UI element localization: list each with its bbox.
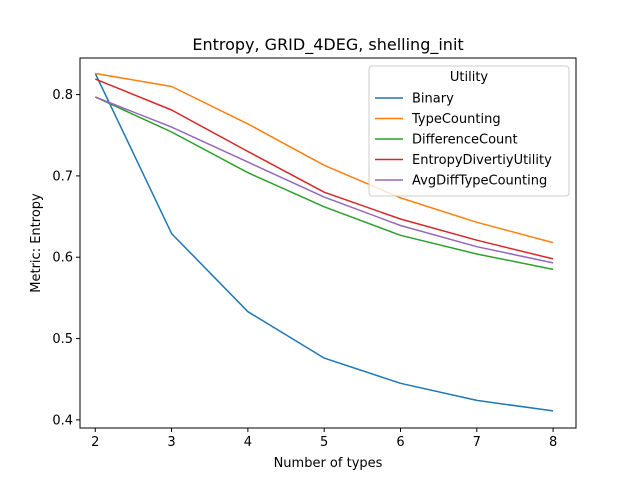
series-line-3 <box>95 78 554 260</box>
y-tick-label: 0.7 <box>52 169 73 184</box>
legend-label-2: DifferenceCount <box>412 133 518 148</box>
y-axis-label: Metric: Entropy <box>29 193 44 293</box>
x-tick-label: 5 <box>320 435 328 450</box>
x-axis-label: Number of types <box>274 456 383 471</box>
x-tick-label: 4 <box>244 435 252 450</box>
legend-label-4: AvgDiffTypeCounting <box>412 174 547 189</box>
y-axis: 0.4 0.5 0.6 0.7 0.8 <box>52 88 80 428</box>
series-line-2 <box>94 96 554 271</box>
series-line-0 <box>94 73 554 412</box>
legend: Utility Binary TypeCounting DifferenceCount… <box>368 65 570 197</box>
legend-label-0: Binary <box>412 92 454 107</box>
legend-box <box>368 65 570 197</box>
x-tick-label: 8 <box>549 435 557 450</box>
legend-label-1: TypeCounting <box>411 112 501 127</box>
x-tick-label: 7 <box>473 435 481 450</box>
chart-title: Entropy, GRID_4DEG, shelling_init <box>192 35 463 55</box>
legend-title: Utility <box>450 70 489 85</box>
x-axis: 2 3 4 5 6 7 8 <box>91 428 557 450</box>
y-tick-label: 0.8 <box>52 88 73 103</box>
legend-label-3: EntropyDivertiyUtility <box>412 153 552 168</box>
y-tick-label: 0.4 <box>52 413 73 428</box>
y-tick-label: 0.6 <box>52 251 73 266</box>
series-line-4 <box>95 96 554 264</box>
x-tick-label: 2 <box>91 435 99 450</box>
series-line-1 <box>95 72 554 244</box>
y-tick-label: 0.5 <box>52 332 73 347</box>
x-tick-label: 3 <box>167 435 175 450</box>
x-tick-label: 6 <box>396 435 404 450</box>
plot-lines <box>94 72 554 412</box>
plot-frame <box>79 57 577 429</box>
